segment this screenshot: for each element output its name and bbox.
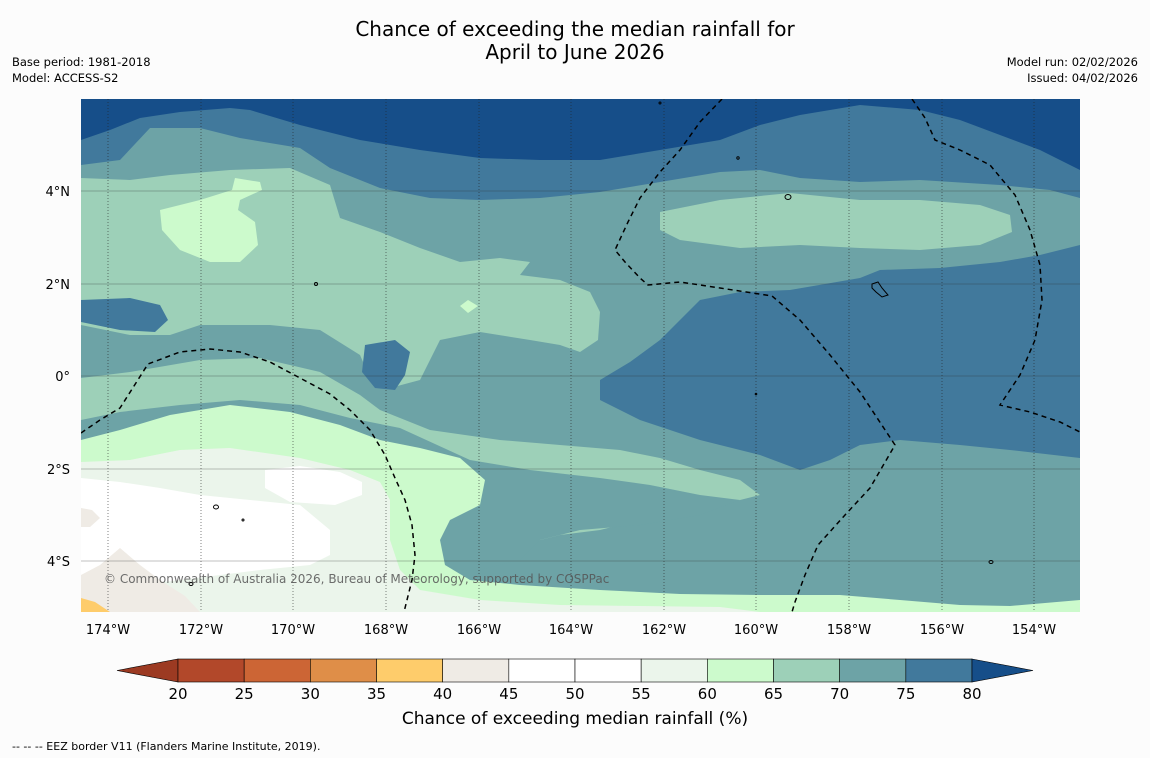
lat-label: 0° [55,370,70,385]
copyright-watermark: © Commonwealth of Australia 2026, Bureau… [104,572,609,586]
colorbar-tick-label: 60 [698,685,717,703]
band-65-east [660,193,1012,250]
colorbar: 20 25 30 35 40 45 50 55 60 65 70 75 80 [116,658,1034,703]
base-period-text: Base period: 1981-2018 [12,55,151,69]
lat-label: 2°N [46,278,71,293]
island [871,281,889,298]
colorbar-ticks: 20 25 30 35 40 45 50 55 60 65 70 75 80 [168,685,981,703]
island [754,392,758,396]
colorbar-cell [177,658,245,683]
colorbar-cell [773,658,840,683]
colorbar-cell [574,658,642,683]
band-75-mid [362,340,410,390]
colorbar-cells [177,658,973,683]
eez-footnote: -- -- -- EEZ border V11 (Flanders Marine… [12,740,321,753]
colorbar-tick-label: 25 [235,685,254,703]
island [188,582,194,586]
band-40-west [81,508,100,527]
colorbar-cell [442,658,510,683]
island [784,194,792,200]
lat-label: 2°S [47,463,70,478]
title-line-1: Chance of exceeding the median rainfall … [355,17,795,41]
lon-label: 170°W [271,623,315,638]
island [736,156,740,160]
model-text: Model: ACCESS-S2 [12,71,119,85]
map-panel: © Commonwealth of Australia 2026, Bureau… [81,99,1080,612]
colorbar-tick-label: 65 [764,685,783,703]
band-60-speck [460,300,478,313]
colorbar-cell [707,658,774,683]
lat-axis: 4°N 2°N 0° 2°S 4°S [46,185,71,570]
lon-label: 162°W [642,623,686,638]
lon-label: 166°W [457,623,501,638]
eez-borders [81,99,1080,612]
colorbar-tick-label: 70 [830,685,849,703]
colorbar-cell [243,658,311,683]
colorbar-cell [905,658,973,683]
lon-label: 160°W [734,623,778,638]
eez-border-east [911,99,1080,433]
lat-label: 4°N [46,185,71,200]
band-45-mid [265,466,362,505]
colorbar-cell [376,658,443,683]
colorbar-cell [508,658,576,683]
meta-right: Model run: 02/02/2026 Issued: 04/02/2026 [1007,54,1138,86]
island [988,560,994,564]
lon-label: 158°W [827,623,871,638]
eez-border-west [81,348,416,612]
lon-label: 156°W [920,623,964,638]
band-60-north [160,178,262,262]
band-40-south [81,548,200,612]
lat-label: 4°S [47,555,70,570]
colorbar-tick-label: 30 [301,685,320,703]
model-run-text: Model run: 02/02/2026 [1006,55,1138,69]
lon-label: 154°W [1012,623,1056,638]
colorbar-cell [310,658,377,683]
island [241,518,245,522]
colorbar-over-triangle [971,658,1034,683]
colorbar-under-triangle [116,658,179,683]
issued-text: Issued: 04/02/2026 [1027,71,1138,85]
eez-border-central [614,99,896,612]
colorbar-tick-label: 40 [433,685,452,703]
lon-label: 168°W [364,623,408,638]
band-75-west [81,298,168,332]
colorbar-tick-label: 45 [499,685,518,703]
islands [188,101,994,586]
colorbar-tick-label: 75 [896,685,915,703]
colorbar-tick-label: 20 [168,685,187,703]
colorbar-tick-label: 55 [632,685,651,703]
colorbar-title: Chance of exceeding median rainfall (%) [401,709,749,729]
lon-axis: 174°W 172°W 170°W 168°W 166°W 164°W 162°… [86,623,1056,638]
chart-title: Chance of exceeding the median rainfall … [0,18,1150,64]
colorbar-cell [839,658,907,683]
band-45 [81,478,330,592]
lat-gridlines [81,190,1080,562]
island [213,504,219,510]
meta-left: Base period: 1981-2018 Model: ACCESS-S2 [12,54,151,86]
island [314,282,318,286]
colorbar-tick-label: 80 [962,685,981,703]
lon-label: 174°W [86,623,130,638]
lon-label: 172°W [179,623,223,638]
colorbar-cell [640,658,708,683]
band-35 [81,598,110,612]
colorbar-tick-label: 35 [367,685,386,703]
island [658,101,662,105]
colorbar-tick-label: 50 [565,685,584,703]
lon-label: 164°W [549,623,593,638]
title-line-2: April to June 2026 [485,40,665,64]
